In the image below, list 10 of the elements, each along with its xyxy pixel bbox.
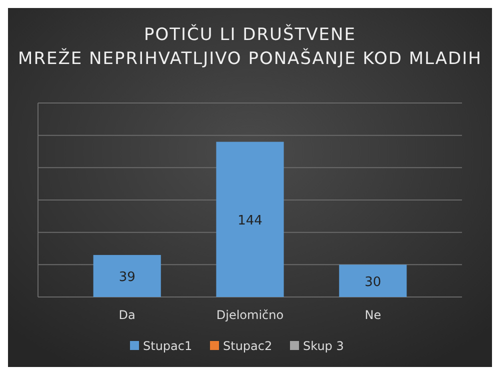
x-tick-label: Djelomično [216, 308, 284, 322]
chart-title: POTIČU LI DRUŠTVENE MREŽE NEPRIHVATLJIVO PONAŠANJE KOD MLADIH [18, 24, 482, 69]
x-tick-label: Ne [364, 308, 382, 322]
data-label: 144 [238, 213, 262, 228]
x-tick-label: Da [118, 308, 136, 322]
legend-label: Stupac1 [143, 339, 192, 353]
data-label: 30 [364, 274, 382, 290]
legend-label: Skup 3 [303, 339, 344, 353]
legend-label: Stupac2 [223, 339, 272, 353]
data-label: 39 [118, 270, 136, 285]
